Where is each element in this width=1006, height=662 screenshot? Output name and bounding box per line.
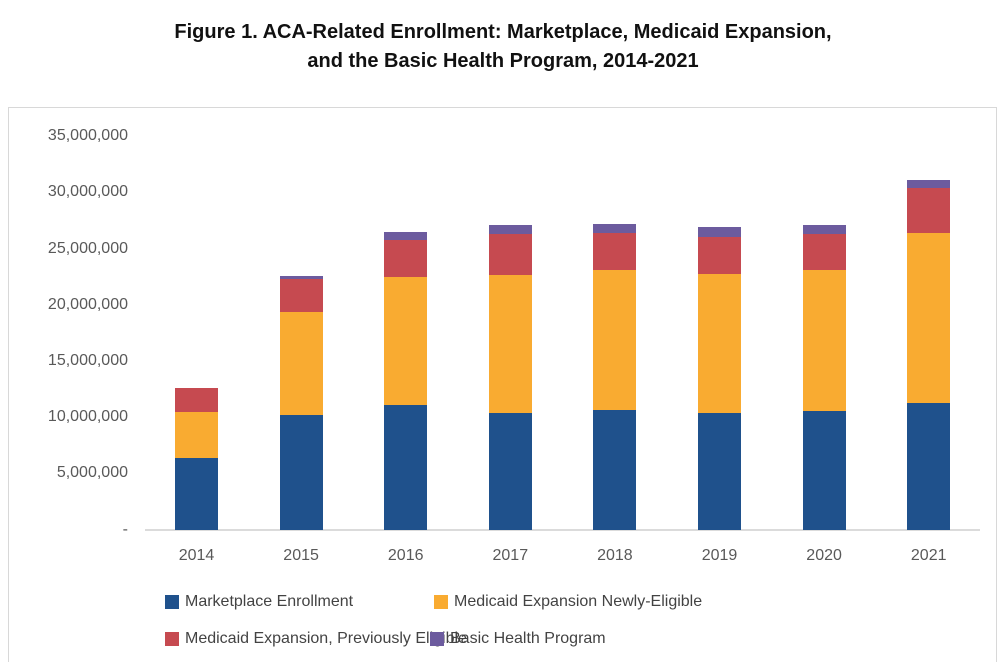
bar-segment-2020 — [802, 225, 846, 235]
bar-segment-2016 — [384, 232, 428, 241]
bar-segment-2014 — [175, 458, 218, 530]
y-axis-tick-label: 35,000,000 — [47, 127, 128, 145]
bar-segment-2017 — [488, 413, 532, 530]
legend-item: Medicaid Expansion Newly-Eligible — [434, 591, 702, 613]
bar-segment-2015 — [279, 415, 323, 530]
legend-item: Medicaid Expansion, Previously Eligible — [165, 628, 467, 650]
bar-segment-2015 — [279, 279, 323, 312]
legend-swatch-icon — [165, 632, 179, 646]
legend-label: Basic Health Program — [450, 630, 606, 647]
x-axis-tick-label: 2018 — [597, 547, 633, 564]
legend-label: Medicaid Expansion, Previously Eligible — [185, 630, 467, 647]
bar-segment-2019 — [698, 226, 741, 237]
chart-title-line-1: Figure 1. ACA-Related Enrollment: Market… — [174, 21, 832, 43]
bar-2017 — [488, 225, 532, 530]
bar-2021 — [907, 180, 951, 530]
bar-segment-2019 — [698, 273, 741, 414]
legend-swatch-icon — [430, 632, 444, 646]
y-axis-tick-label: 20,000,000 — [47, 295, 128, 313]
bar-segment-2018 — [593, 409, 637, 530]
bar-2018 — [593, 224, 637, 530]
bar-2016 — [384, 232, 428, 530]
bar-segment-2018 — [593, 270, 637, 410]
bar-2014 — [175, 388, 218, 530]
y-axis-tick-label: 25,000,000 — [47, 239, 128, 257]
bar-segment-2019 — [698, 413, 741, 530]
y-axis-tick-label: 30,000,000 — [47, 183, 128, 201]
chart-title-line-2: and the Basic Health Program, 2014-2021 — [307, 50, 699, 72]
bar-segment-2020 — [802, 234, 846, 271]
bar-segment-2015 — [279, 276, 323, 280]
x-axis-tick-label: 2021 — [910, 547, 947, 564]
y-axis-tick-label: 15,000,000 — [47, 351, 128, 369]
bar-segment-2021 — [907, 180, 951, 189]
x-axis-tick-label: 2020 — [806, 547, 842, 564]
legend-label: Marketplace Enrollment — [185, 593, 354, 610]
legend-item: Marketplace Enrollment — [165, 591, 353, 613]
bar-segment-2017 — [488, 274, 532, 414]
bar-segment-2019 — [698, 236, 741, 274]
bar-segment-2021 — [907, 233, 951, 403]
bar-segment-2017 — [488, 225, 532, 235]
bar-segment-2014 — [175, 412, 218, 459]
chart-title: Figure 1. ACA-Related Enrollment: Market… — [0, 18, 1006, 76]
bar-segment-2016 — [384, 240, 428, 278]
bar-2015 — [279, 276, 323, 530]
x-axis-tick-label: 2017 — [492, 547, 529, 564]
bar-segment-2020 — [802, 270, 846, 411]
y-axis-tick-label: - — [122, 520, 128, 538]
legend-swatch-icon — [165, 595, 179, 609]
y-axis-tick-label: 5,000,000 — [56, 464, 128, 482]
x-axis-tick-label: 2016 — [387, 547, 424, 564]
bar-segment-2018 — [593, 224, 637, 234]
bar-segment-2021 — [907, 188, 951, 234]
legend-item: Basic Health Program — [430, 628, 606, 650]
x-axis-tick-label: 2015 — [283, 547, 319, 564]
bar-2019 — [698, 226, 741, 530]
bar-segment-2016 — [384, 277, 428, 406]
legend-swatch-icon — [434, 595, 448, 609]
bar-segment-2016 — [384, 405, 428, 530]
bar-segment-2014 — [175, 388, 218, 412]
x-axis-tick-label: 2014 — [178, 547, 215, 564]
legend-row-1: Marketplace Enrollment Medicaid Expansion… — [0, 591, 1006, 613]
bar-segment-2020 — [802, 410, 846, 530]
y-axis-tick-label: 10,000,000 — [47, 408, 128, 426]
bar-2020 — [802, 225, 846, 530]
bar-segment-2021 — [907, 403, 951, 530]
x-axis-line — [145, 529, 980, 531]
legend-row-2: Medicaid Expansion, Previously Eligible B… — [0, 628, 1006, 650]
bar-segment-2015 — [279, 311, 323, 416]
legend-label: Medicaid Expansion Newly-Eligible — [454, 593, 703, 610]
bar-segment-2017 — [488, 234, 532, 275]
bar-segment-2018 — [593, 233, 637, 271]
x-axis-tick-label: 2019 — [701, 547, 738, 564]
